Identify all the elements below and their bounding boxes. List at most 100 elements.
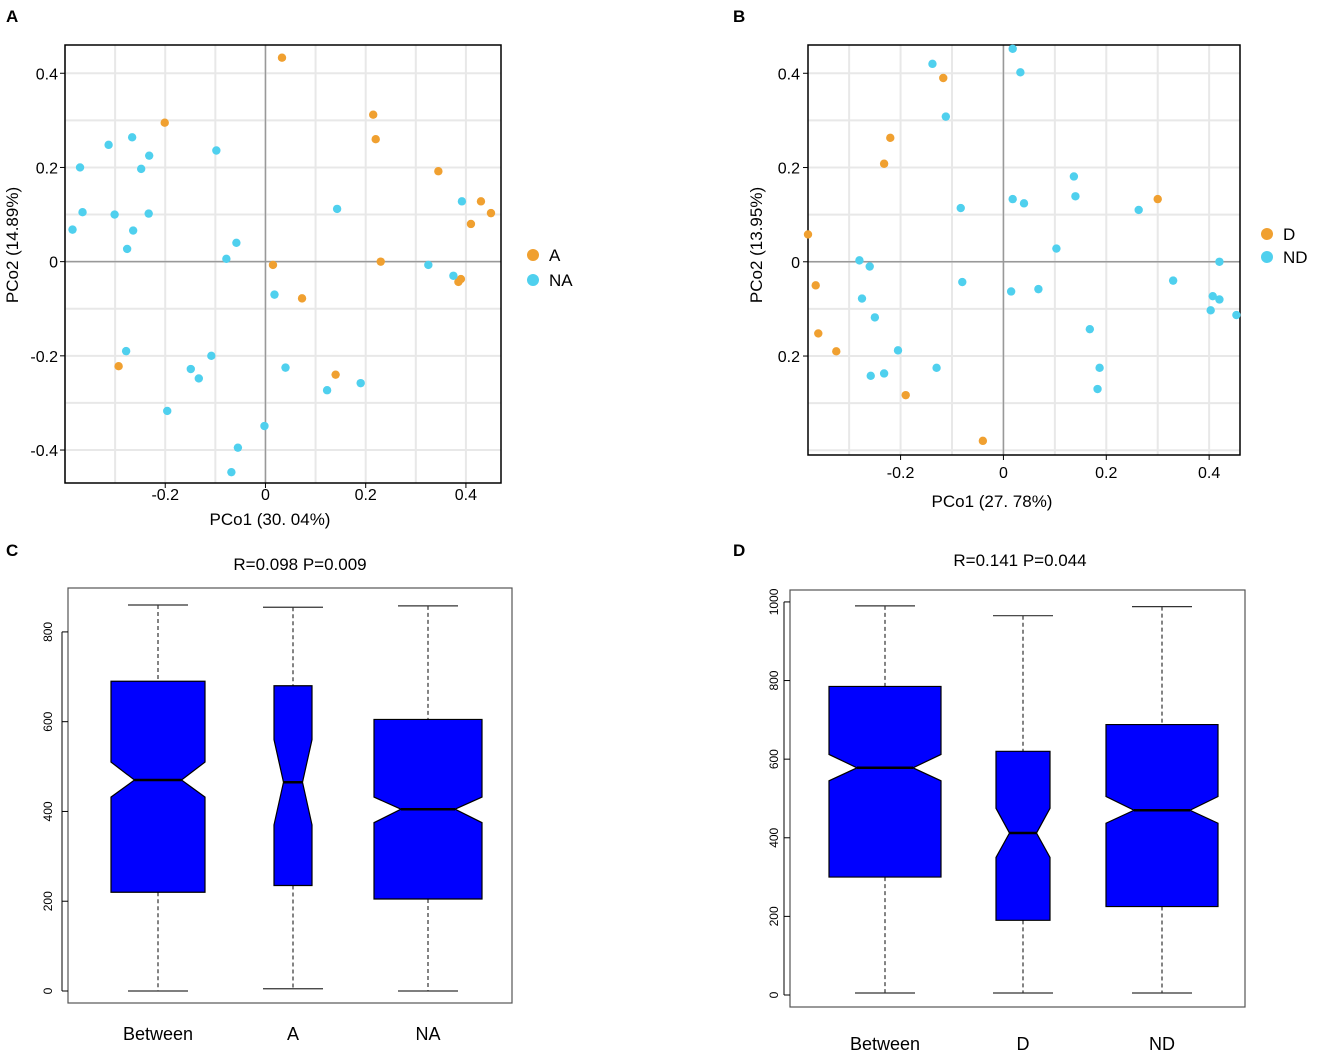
x-axis-label: PCo1 (30. 04%) — [210, 510, 331, 529]
data-point-na — [163, 406, 172, 416]
legend-marker-d — [1261, 228, 1273, 240]
x-tick-label: 0 — [261, 487, 270, 504]
data-point-nd — [941, 112, 951, 121]
y-tick-label: 0.2 — [36, 160, 58, 177]
data-point-nd — [1019, 199, 1029, 208]
y-tick-label: 600 — [767, 749, 781, 769]
data-point-nd — [1008, 194, 1017, 204]
anosim-stat-label: R=0.098 P=0.009 — [233, 555, 366, 574]
data-point-nd — [1232, 310, 1241, 320]
legend-marker-nd — [1261, 251, 1273, 263]
category-label-d: D — [1017, 1034, 1030, 1054]
data-point-na — [122, 244, 132, 254]
legend-marker-a — [527, 249, 539, 261]
data-point-na — [457, 197, 467, 206]
data-point-nd — [1085, 324, 1095, 334]
data-point-d — [978, 436, 988, 446]
legend-label-a: A — [549, 246, 561, 265]
data-point-a — [466, 219, 476, 229]
y-tick-label: 0 — [49, 255, 58, 272]
data-point-d — [879, 159, 889, 168]
data-point-d — [1153, 194, 1162, 204]
y-tick-label: 0 — [791, 255, 800, 272]
data-point-nd — [1206, 306, 1215, 315]
y-tick-label: 0.2 — [778, 349, 800, 366]
y-tick-label: -0.4 — [30, 443, 58, 460]
legend-label-nd: ND — [1283, 248, 1308, 267]
data-point-nd — [1134, 205, 1143, 215]
data-point-a — [486, 208, 496, 218]
data-point-nd — [1052, 244, 1061, 253]
data-point-na — [233, 443, 243, 452]
data-point-na — [281, 363, 290, 372]
box-d-body — [995, 750, 1051, 921]
data-point-na — [144, 209, 153, 218]
legend-marker-na — [527, 274, 539, 286]
data-point-na — [270, 290, 279, 299]
data-point-na — [194, 374, 204, 383]
plot-frame — [64, 44, 502, 484]
box-nd-body — [1105, 723, 1219, 908]
y-tick-label: 0 — [41, 987, 55, 994]
data-point-a — [160, 118, 169, 127]
data-point-nd — [932, 363, 941, 373]
data-point-d — [811, 281, 820, 290]
data-point-a — [331, 370, 340, 379]
data-point-nd — [1215, 295, 1224, 304]
data-point-na — [322, 386, 332, 395]
data-point-a — [376, 257, 385, 266]
plot-frame — [789, 589, 1246, 1008]
data-point-a — [371, 134, 380, 144]
category-label-nd: ND — [1149, 1034, 1175, 1054]
data-point-nd — [1215, 257, 1224, 266]
category-label-a: A — [287, 1024, 299, 1044]
y-tick-label: 0 — [767, 991, 781, 998]
panel-label-c: C — [6, 541, 18, 560]
data-point-nd — [857, 294, 867, 303]
data-point-nd — [958, 277, 967, 287]
data-point-na — [332, 204, 342, 214]
data-point-nd — [893, 346, 903, 355]
y-tick-label: -0.2 — [30, 349, 58, 366]
data-point-a — [434, 167, 443, 176]
data-point-na — [128, 226, 138, 235]
panel-d-anosim-boxplot: R=0.141 P=0.044 0 200 400 600 800 1000 Between D… — [767, 551, 1246, 1054]
y-axis-label: PCo2 (14.89%) — [3, 187, 22, 303]
data-point-na — [424, 260, 433, 270]
data-point-nd — [956, 203, 965, 213]
y-tick-label: 200 — [767, 906, 781, 926]
box-between-body — [828, 685, 942, 878]
data-point-nd — [1069, 172, 1079, 181]
category-label-between: Between — [850, 1034, 920, 1054]
data-point-na — [75, 163, 85, 172]
y-tick-label: 600 — [41, 711, 55, 731]
data-point-na — [186, 364, 195, 374]
data-point-nd — [1008, 44, 1017, 53]
x-axis-label: PCo1 (27. 78%) — [932, 492, 1053, 511]
data-point-na — [127, 133, 137, 142]
panel-label-d: D — [733, 541, 745, 560]
y-tick-label: 400 — [767, 827, 781, 847]
data-point-na — [136, 164, 146, 174]
category-label-na: NA — [415, 1024, 440, 1044]
data-point-d — [886, 133, 895, 143]
data-point-d — [803, 230, 813, 239]
data-point-na — [356, 378, 365, 388]
data-point-a — [369, 110, 378, 119]
x-tick-label: -0.2 — [887, 465, 915, 482]
legend-label-d: D — [1283, 225, 1295, 244]
data-point-nd — [855, 256, 864, 265]
y-tick-label: 200 — [41, 891, 55, 911]
category-label-between: Between — [123, 1024, 193, 1044]
data-point-a — [454, 277, 463, 287]
panel-c-anosim-boxplot: R=0.098 P=0.009 0 200 400 600 800 Between A NA — [41, 555, 513, 1044]
legend-label-na: NA — [549, 271, 573, 290]
data-point-nd — [870, 313, 880, 322]
data-point-na — [144, 151, 154, 160]
y-tick-label: 800 — [41, 622, 55, 642]
data-point-na — [227, 467, 236, 477]
data-point-a — [297, 294, 307, 303]
anosim-stat-label: R=0.141 P=0.044 — [953, 551, 1086, 570]
data-point-nd — [1168, 276, 1178, 285]
